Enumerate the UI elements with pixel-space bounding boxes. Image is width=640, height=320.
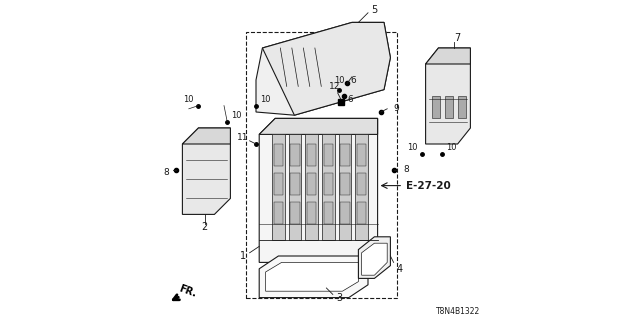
Polygon shape: [274, 202, 283, 224]
Polygon shape: [259, 118, 378, 134]
Text: 10: 10: [408, 143, 418, 152]
Text: 4: 4: [397, 264, 403, 274]
Polygon shape: [272, 134, 285, 240]
Polygon shape: [323, 202, 333, 224]
Polygon shape: [259, 118, 378, 262]
Text: 3: 3: [336, 292, 342, 303]
Polygon shape: [355, 134, 368, 240]
Polygon shape: [323, 144, 333, 166]
Text: 12: 12: [329, 82, 340, 91]
Text: E-27-20: E-27-20: [406, 180, 451, 191]
Polygon shape: [445, 96, 453, 118]
Polygon shape: [340, 202, 349, 224]
Text: 8: 8: [164, 168, 170, 177]
Polygon shape: [362, 243, 387, 275]
Text: T8N4B1322: T8N4B1322: [435, 308, 480, 316]
Polygon shape: [307, 144, 317, 166]
Text: 9: 9: [394, 104, 399, 113]
Polygon shape: [357, 144, 366, 166]
Text: 5: 5: [371, 4, 378, 15]
Text: 6: 6: [351, 76, 356, 84]
Text: 10: 10: [260, 95, 271, 104]
Polygon shape: [339, 134, 351, 240]
Polygon shape: [262, 22, 390, 115]
Polygon shape: [323, 173, 333, 195]
Bar: [246, 32, 397, 298]
Polygon shape: [426, 48, 470, 144]
Text: 11: 11: [237, 133, 249, 142]
Polygon shape: [291, 144, 300, 166]
Text: 7: 7: [454, 33, 461, 44]
Text: 6: 6: [348, 95, 353, 104]
Polygon shape: [358, 237, 390, 278]
Polygon shape: [182, 128, 230, 144]
Text: 2: 2: [202, 222, 208, 232]
Polygon shape: [305, 134, 318, 240]
Polygon shape: [274, 144, 283, 166]
Polygon shape: [266, 262, 358, 291]
Polygon shape: [291, 173, 300, 195]
Polygon shape: [307, 202, 317, 224]
Polygon shape: [357, 202, 366, 224]
Polygon shape: [259, 256, 368, 298]
Text: 1: 1: [240, 251, 246, 261]
Polygon shape: [274, 173, 283, 195]
Polygon shape: [256, 22, 390, 115]
Text: 10: 10: [184, 95, 194, 104]
Polygon shape: [340, 173, 349, 195]
Text: 10: 10: [446, 143, 456, 152]
Polygon shape: [432, 96, 440, 118]
Polygon shape: [458, 96, 466, 118]
Text: 10: 10: [232, 111, 242, 120]
Polygon shape: [291, 202, 300, 224]
Polygon shape: [182, 128, 230, 214]
Polygon shape: [307, 173, 317, 195]
Polygon shape: [426, 48, 470, 64]
Text: 8: 8: [403, 165, 409, 174]
Text: 10: 10: [334, 76, 344, 84]
Polygon shape: [357, 173, 366, 195]
Text: FR.: FR.: [178, 284, 198, 299]
Polygon shape: [340, 144, 349, 166]
Polygon shape: [289, 134, 301, 240]
Polygon shape: [322, 134, 335, 240]
